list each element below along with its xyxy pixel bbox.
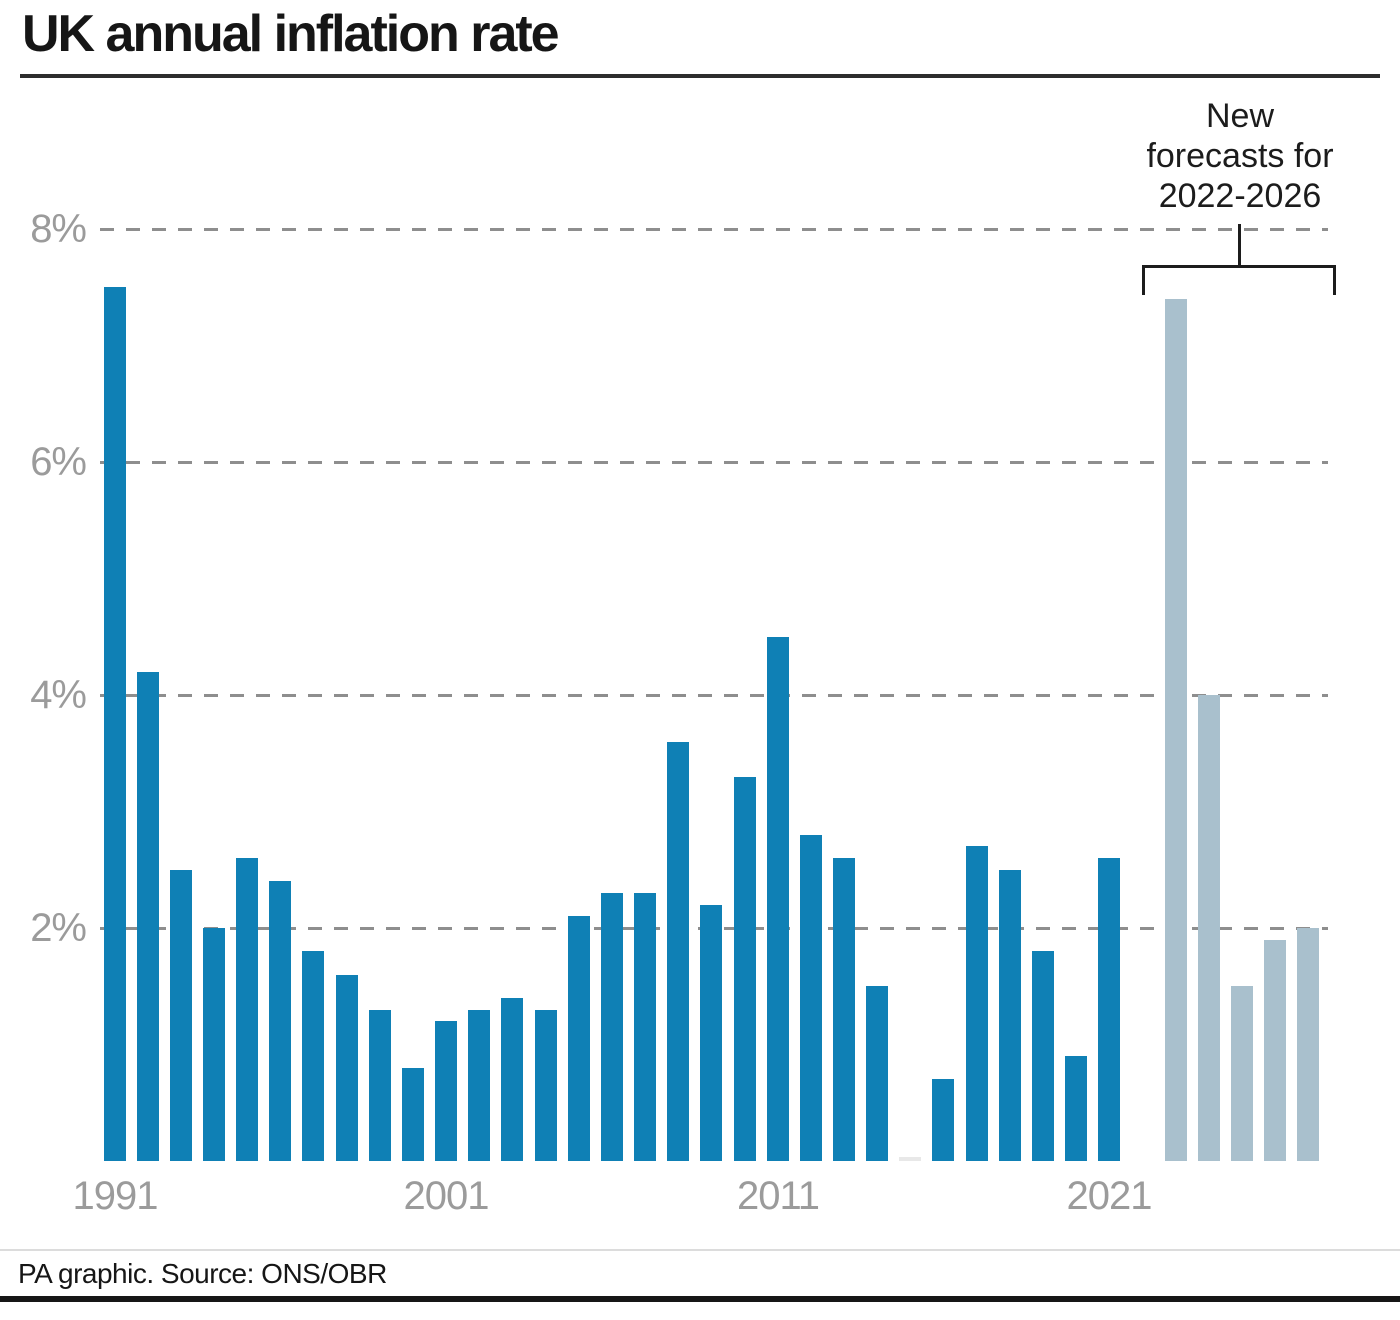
bar-2007 [634,893,656,1161]
bar-1992 [137,672,159,1161]
bar-1991 [104,287,126,1161]
bar-2005 [568,916,590,1161]
bar-1999 [369,1010,391,1161]
x-axis-label-1991: 1991 [72,1174,159,1218]
x-axis-label-2001: 2001 [403,1174,490,1218]
bar-2013 [833,858,855,1161]
bar-2026 [1297,928,1319,1161]
forecast-annotation: New forecasts for 2022-2026 [1090,96,1390,216]
bar-2017 [966,846,988,1161]
bar-2012 [800,835,822,1161]
bar-2024 [1231,986,1253,1161]
title-rule [20,74,1380,78]
bar-1996 [269,881,291,1161]
bar-2003 [501,998,523,1161]
chart-title: UK annual inflation rate [22,5,560,63]
annotation-bracket-stem [1238,224,1241,268]
bar-2023 [1198,695,1220,1161]
annotation-bracket-left-tick [1142,265,1145,295]
bar-2015 [899,1157,921,1161]
bar-2025 [1264,940,1286,1161]
bar-1997 [302,951,324,1161]
bar-2008 [667,742,689,1161]
bar-2009 [700,905,722,1161]
bar-1998 [336,975,358,1161]
bar-2001 [435,1021,457,1161]
bar-2004 [535,1010,557,1161]
bar-2010 [734,777,756,1161]
gridline-4pct [100,694,1328,697]
bar-1993 [170,870,192,1161]
bar-2020 [1065,1056,1087,1161]
gridline-6pct [100,461,1328,464]
y-axis-label-6pct: 6% [30,440,87,484]
forecast-annotation-line2: forecasts for [1146,137,1334,175]
annotation-bracket-right-tick [1333,265,1336,295]
bar-2016 [932,1079,954,1161]
bar-2022 [1165,299,1187,1161]
gridline-8pct [100,228,1328,231]
forecast-annotation-line1: New [1205,97,1275,135]
bar-1995 [236,858,258,1161]
y-axis-label-2pct: 2% [30,906,87,950]
bar-2014 [866,986,888,1161]
y-axis-label-4pct: 4% [30,673,87,717]
x-axis-label-2011: 2011 [736,1174,820,1218]
annotation-bracket-bar [1142,265,1336,268]
y-axis-label-8pct: 8% [30,207,87,251]
bar-2002 [468,1010,490,1161]
bar-1994 [203,928,225,1161]
footer-rule-thick [0,1296,1400,1302]
footer-rule-thin [0,1249,1400,1251]
footer-credit: PA graphic. Source: ONS/OBR [18,1258,387,1289]
bar-2019 [1032,951,1054,1161]
x-axis-label-2021: 2021 [1066,1174,1153,1218]
bar-2000 [402,1068,424,1161]
bar-2021 [1098,858,1120,1161]
bar-2006 [601,893,623,1161]
forecast-annotation-line3: 2022-2026 [1158,177,1322,215]
bar-2011 [767,637,789,1161]
bar-2018 [999,870,1021,1161]
